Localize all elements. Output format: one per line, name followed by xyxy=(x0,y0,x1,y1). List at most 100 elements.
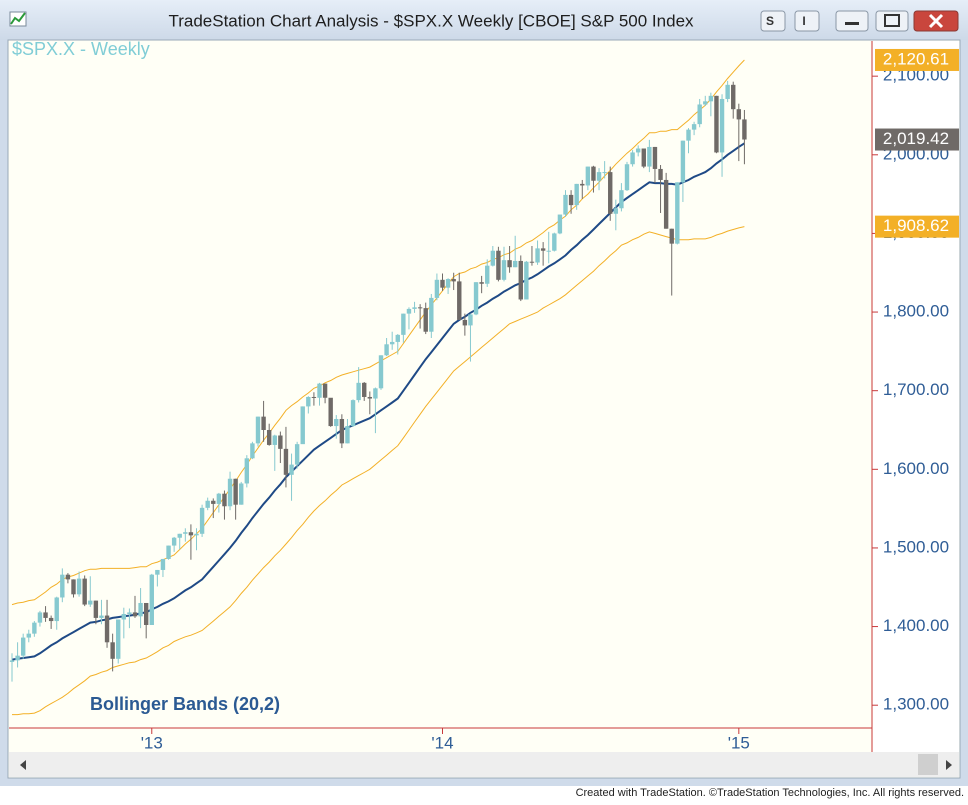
band-line xyxy=(11,59,745,606)
candle-body xyxy=(596,172,602,181)
price-axis xyxy=(873,41,959,752)
candle-body xyxy=(613,208,619,214)
candle-body xyxy=(311,396,317,398)
candle-body xyxy=(88,600,93,605)
candle-body xyxy=(356,382,361,401)
last-value-label: 1,908.62 xyxy=(883,216,949,235)
scroll-left[interactable] xyxy=(20,760,26,770)
candle-body xyxy=(501,260,507,280)
candle-body xyxy=(445,279,451,288)
candle-body xyxy=(691,124,697,130)
candle-body xyxy=(350,400,356,427)
y-tick-label: 1,600.00 xyxy=(883,459,949,478)
s-button-label[interactable]: S xyxy=(766,14,774,28)
i-button[interactable] xyxy=(794,10,820,32)
y-tick-label: 1,700.00 xyxy=(883,380,949,399)
candle-body xyxy=(99,615,104,618)
candle-body xyxy=(177,533,182,538)
last-value-box xyxy=(875,128,959,151)
candle-body xyxy=(155,569,160,575)
candle-body xyxy=(719,98,725,153)
candle-body xyxy=(423,308,428,332)
candle-body xyxy=(417,307,423,309)
scroll-thumb[interactable] xyxy=(918,754,938,775)
candle-body xyxy=(76,578,82,595)
candle-body xyxy=(675,182,680,244)
candle-body xyxy=(32,622,37,634)
candle-body xyxy=(322,383,328,398)
candle-body xyxy=(211,500,216,504)
last-value-box xyxy=(875,48,959,71)
minimize-button[interactable] xyxy=(835,10,869,32)
candle-body xyxy=(345,426,350,444)
candle-body xyxy=(378,355,384,389)
scroll-right[interactable] xyxy=(946,760,952,770)
candle-body xyxy=(669,228,674,244)
candle-body xyxy=(149,574,154,625)
candle-body xyxy=(496,250,501,280)
candle-body xyxy=(300,406,305,445)
candle-body xyxy=(250,443,255,459)
candle-body xyxy=(71,579,76,595)
candle-body xyxy=(742,119,747,140)
candle-body xyxy=(401,313,406,335)
i-button-label[interactable]: I xyxy=(802,14,805,28)
candle-body xyxy=(429,297,434,332)
candle-body xyxy=(9,660,15,662)
candle-body xyxy=(485,265,490,284)
candle-body xyxy=(434,279,440,298)
candle-body xyxy=(479,282,484,284)
candle-body xyxy=(703,101,708,105)
candle-body xyxy=(585,166,591,186)
candle-body xyxy=(233,478,238,505)
candle-body xyxy=(708,95,714,102)
scrollbar[interactable] xyxy=(9,752,959,777)
candle-body xyxy=(440,279,445,288)
candle-body xyxy=(289,464,294,475)
candle-body xyxy=(143,602,149,625)
candle-body xyxy=(261,416,266,430)
candle-body xyxy=(132,612,138,617)
candle-body xyxy=(306,396,311,407)
candle-body xyxy=(48,617,54,622)
candle-body xyxy=(278,435,283,449)
candle-body xyxy=(647,146,652,167)
candle-body xyxy=(205,500,210,508)
candle-body xyxy=(328,397,333,427)
candle-body xyxy=(412,307,417,309)
last-value-label: 2,120.61 xyxy=(883,49,949,68)
candle-body xyxy=(574,183,579,206)
candle-body xyxy=(222,493,227,507)
candle-body xyxy=(266,429,272,445)
close-button[interactable] xyxy=(913,10,959,32)
candle-body xyxy=(239,483,244,505)
candle-body xyxy=(507,260,512,268)
candle-body xyxy=(188,532,194,536)
candle-body xyxy=(82,578,87,605)
candle-body xyxy=(183,532,188,534)
candle-body xyxy=(227,478,233,507)
candle-body xyxy=(591,166,596,181)
candle-body xyxy=(725,84,730,99)
candle-body xyxy=(244,458,250,484)
candle-body xyxy=(294,444,300,465)
candle-body xyxy=(384,344,389,356)
candle-body xyxy=(171,537,177,546)
candle-body xyxy=(731,84,736,110)
footer: Created with TradeStation. ©TradeStation… xyxy=(576,787,964,799)
candle-body xyxy=(524,261,529,300)
candle-body xyxy=(602,172,607,174)
maximize-button[interactable] xyxy=(875,10,909,32)
candle-body xyxy=(451,279,456,282)
candle-body xyxy=(406,308,412,314)
candle-body xyxy=(104,615,110,643)
candle-body xyxy=(546,250,551,252)
candle-body xyxy=(127,612,132,614)
candle-body xyxy=(166,545,171,559)
candle-body xyxy=(518,260,523,300)
band-line xyxy=(12,226,745,716)
s-button[interactable] xyxy=(760,10,786,32)
candle-body xyxy=(462,319,468,326)
candle-body xyxy=(93,600,99,618)
